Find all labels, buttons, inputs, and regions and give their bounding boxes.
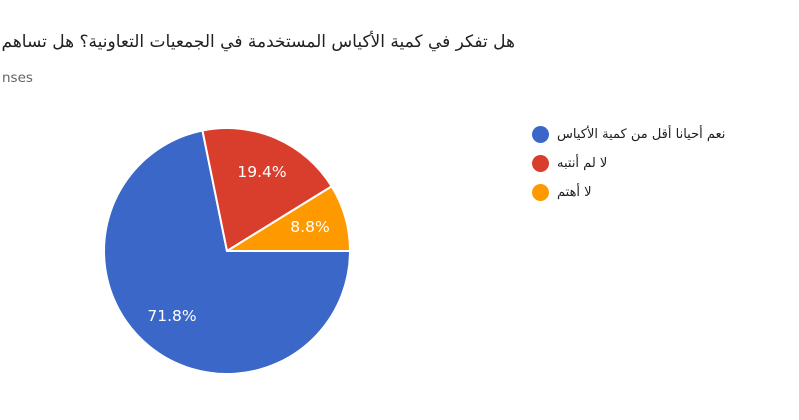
legend-item: نعم أحيانا أقل من كمية الأكياس: [532, 125, 725, 143]
legend-swatch-red-circle-icon: [532, 154, 549, 172]
legend-item: لا أهتم: [532, 183, 725, 201]
pie-chart: 71.8% 19.4% 8.8%: [103, 127, 351, 375]
legend-swatch-orange-circle-icon: [532, 183, 549, 201]
pie-label-blue-percboth: 71.8%: [147, 307, 196, 325]
legend-item-label: لا لم أنتبه: [557, 155, 608, 171]
pie-slice-dont-care[interactable]: [226, 185, 351, 252]
responses-count-fragment: nses: [2, 70, 33, 86]
pie-label-red-percent: 19.4%: [237, 163, 286, 181]
chart-title: هل تفكر في كمية الأكياس المستخدمة في الج…: [1, 32, 516, 52]
legend-item: لا لم أنتبه: [532, 154, 725, 172]
pie-label-orange-percent: 8.8%: [290, 218, 329, 236]
legend-item-label: لا أهتم: [557, 184, 592, 200]
pie-slice-no-didnt-notice[interactable]: [201, 127, 333, 252]
legend-item-label: نعم أحيانا أقل من كمية الأكياس: [557, 126, 726, 142]
pie-slice-yes-sometimes-fewer-bags[interactable]: [103, 129, 351, 375]
legend-swatch-blue-circle-icon: [532, 125, 549, 143]
chart-legend: نعم أحيانا أقل من كمية الأكياس لا لم أنت…: [532, 125, 725, 212]
